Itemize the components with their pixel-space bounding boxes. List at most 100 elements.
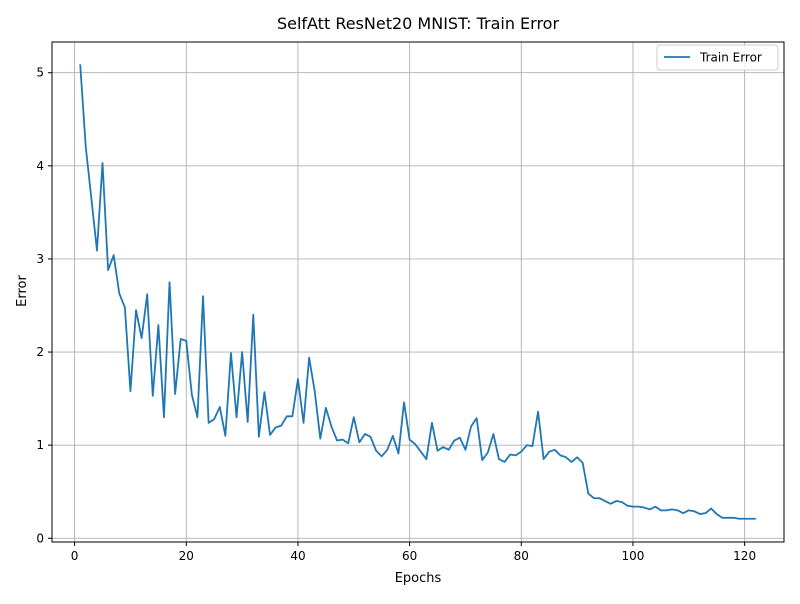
data-point [140, 337, 142, 339]
y-tick-label: 5 [36, 66, 44, 80]
data-point [219, 406, 221, 408]
data-point [442, 446, 444, 448]
data-point [492, 433, 494, 435]
data-point [191, 394, 193, 396]
data-point [665, 509, 667, 511]
data-point [347, 442, 349, 444]
data-point [693, 510, 695, 512]
data-point [152, 395, 154, 397]
data-point [570, 461, 572, 463]
data-point [593, 497, 595, 499]
data-point [470, 425, 472, 427]
data-point [565, 456, 567, 458]
data-point [118, 292, 120, 294]
data-point [459, 437, 461, 439]
data-point [280, 424, 282, 426]
data-point [649, 508, 651, 510]
tick-layer: 0 20 40 60 80 100 120 0 1 2 3 4 5 [36, 66, 756, 563]
data-point [582, 462, 584, 464]
data-point [163, 416, 165, 418]
data-point [576, 456, 578, 458]
data-point [621, 501, 623, 503]
data-point [112, 254, 114, 256]
data-point [353, 416, 355, 418]
data-point [537, 410, 539, 412]
data-point [509, 453, 511, 455]
data-point [302, 422, 304, 424]
data-point [375, 450, 377, 452]
data-point [107, 269, 109, 271]
data-point [738, 518, 740, 520]
data-point [213, 418, 215, 420]
data-point [704, 512, 706, 514]
data-point [341, 438, 343, 440]
data-point [241, 351, 243, 353]
data-point [699, 513, 701, 515]
data-point [286, 415, 288, 417]
y-axis-label: Error [15, 275, 30, 307]
data-point [414, 443, 416, 445]
data-point [381, 455, 383, 457]
data-point [515, 454, 517, 456]
x-tick-label: 80 [514, 549, 529, 563]
data-point [403, 401, 405, 403]
data-point [146, 293, 148, 295]
data-point [291, 415, 293, 417]
data-point [716, 513, 718, 515]
data-point [330, 425, 332, 427]
data-point [336, 439, 338, 441]
data-point [481, 459, 483, 461]
series-line-train-error [79, 64, 756, 520]
data-point [637, 505, 639, 507]
data-point [542, 458, 544, 460]
data-point [626, 504, 628, 506]
data-point [263, 391, 265, 393]
data-point [727, 517, 729, 519]
y-tick-label: 3 [36, 252, 44, 266]
legend: Train Error [656, 44, 779, 71]
x-tick-label: 100 [622, 549, 645, 563]
data-point [129, 390, 131, 392]
data-point [369, 436, 371, 438]
data-point [207, 422, 209, 424]
data-point [274, 426, 276, 428]
data-point [487, 451, 489, 453]
data-point [436, 450, 438, 452]
data-point [297, 378, 299, 380]
data-point [101, 162, 103, 164]
y-tick-label: 4 [36, 159, 44, 173]
data-point [325, 407, 327, 409]
data-point [503, 461, 505, 463]
data-point [526, 444, 528, 446]
x-tick-label: 20 [179, 549, 194, 563]
x-tick-label: 120 [733, 549, 756, 563]
data-point [79, 63, 81, 65]
data-point [319, 437, 321, 439]
data-point [185, 340, 187, 342]
data-point [587, 492, 589, 494]
data-point [408, 438, 410, 440]
data-point [682, 512, 684, 514]
data-point [90, 197, 92, 199]
data-point [196, 416, 198, 418]
data-point [124, 306, 126, 308]
data-point [531, 445, 533, 447]
data-point [732, 517, 734, 519]
x-tick-label: 40 [290, 549, 305, 563]
legend-label: Train Error [699, 51, 762, 65]
data-point [235, 416, 237, 418]
data-point [252, 314, 254, 316]
data-point [358, 441, 360, 443]
data-point [671, 508, 673, 510]
data-point [425, 458, 427, 460]
data-point [755, 518, 757, 520]
data-point [202, 295, 204, 297]
data-point [660, 509, 662, 511]
data-point [609, 503, 611, 505]
data-point [632, 505, 634, 507]
x-tick-label: 60 [402, 549, 417, 563]
data-point [475, 417, 477, 419]
data-point [174, 393, 176, 395]
data-point [615, 500, 617, 502]
